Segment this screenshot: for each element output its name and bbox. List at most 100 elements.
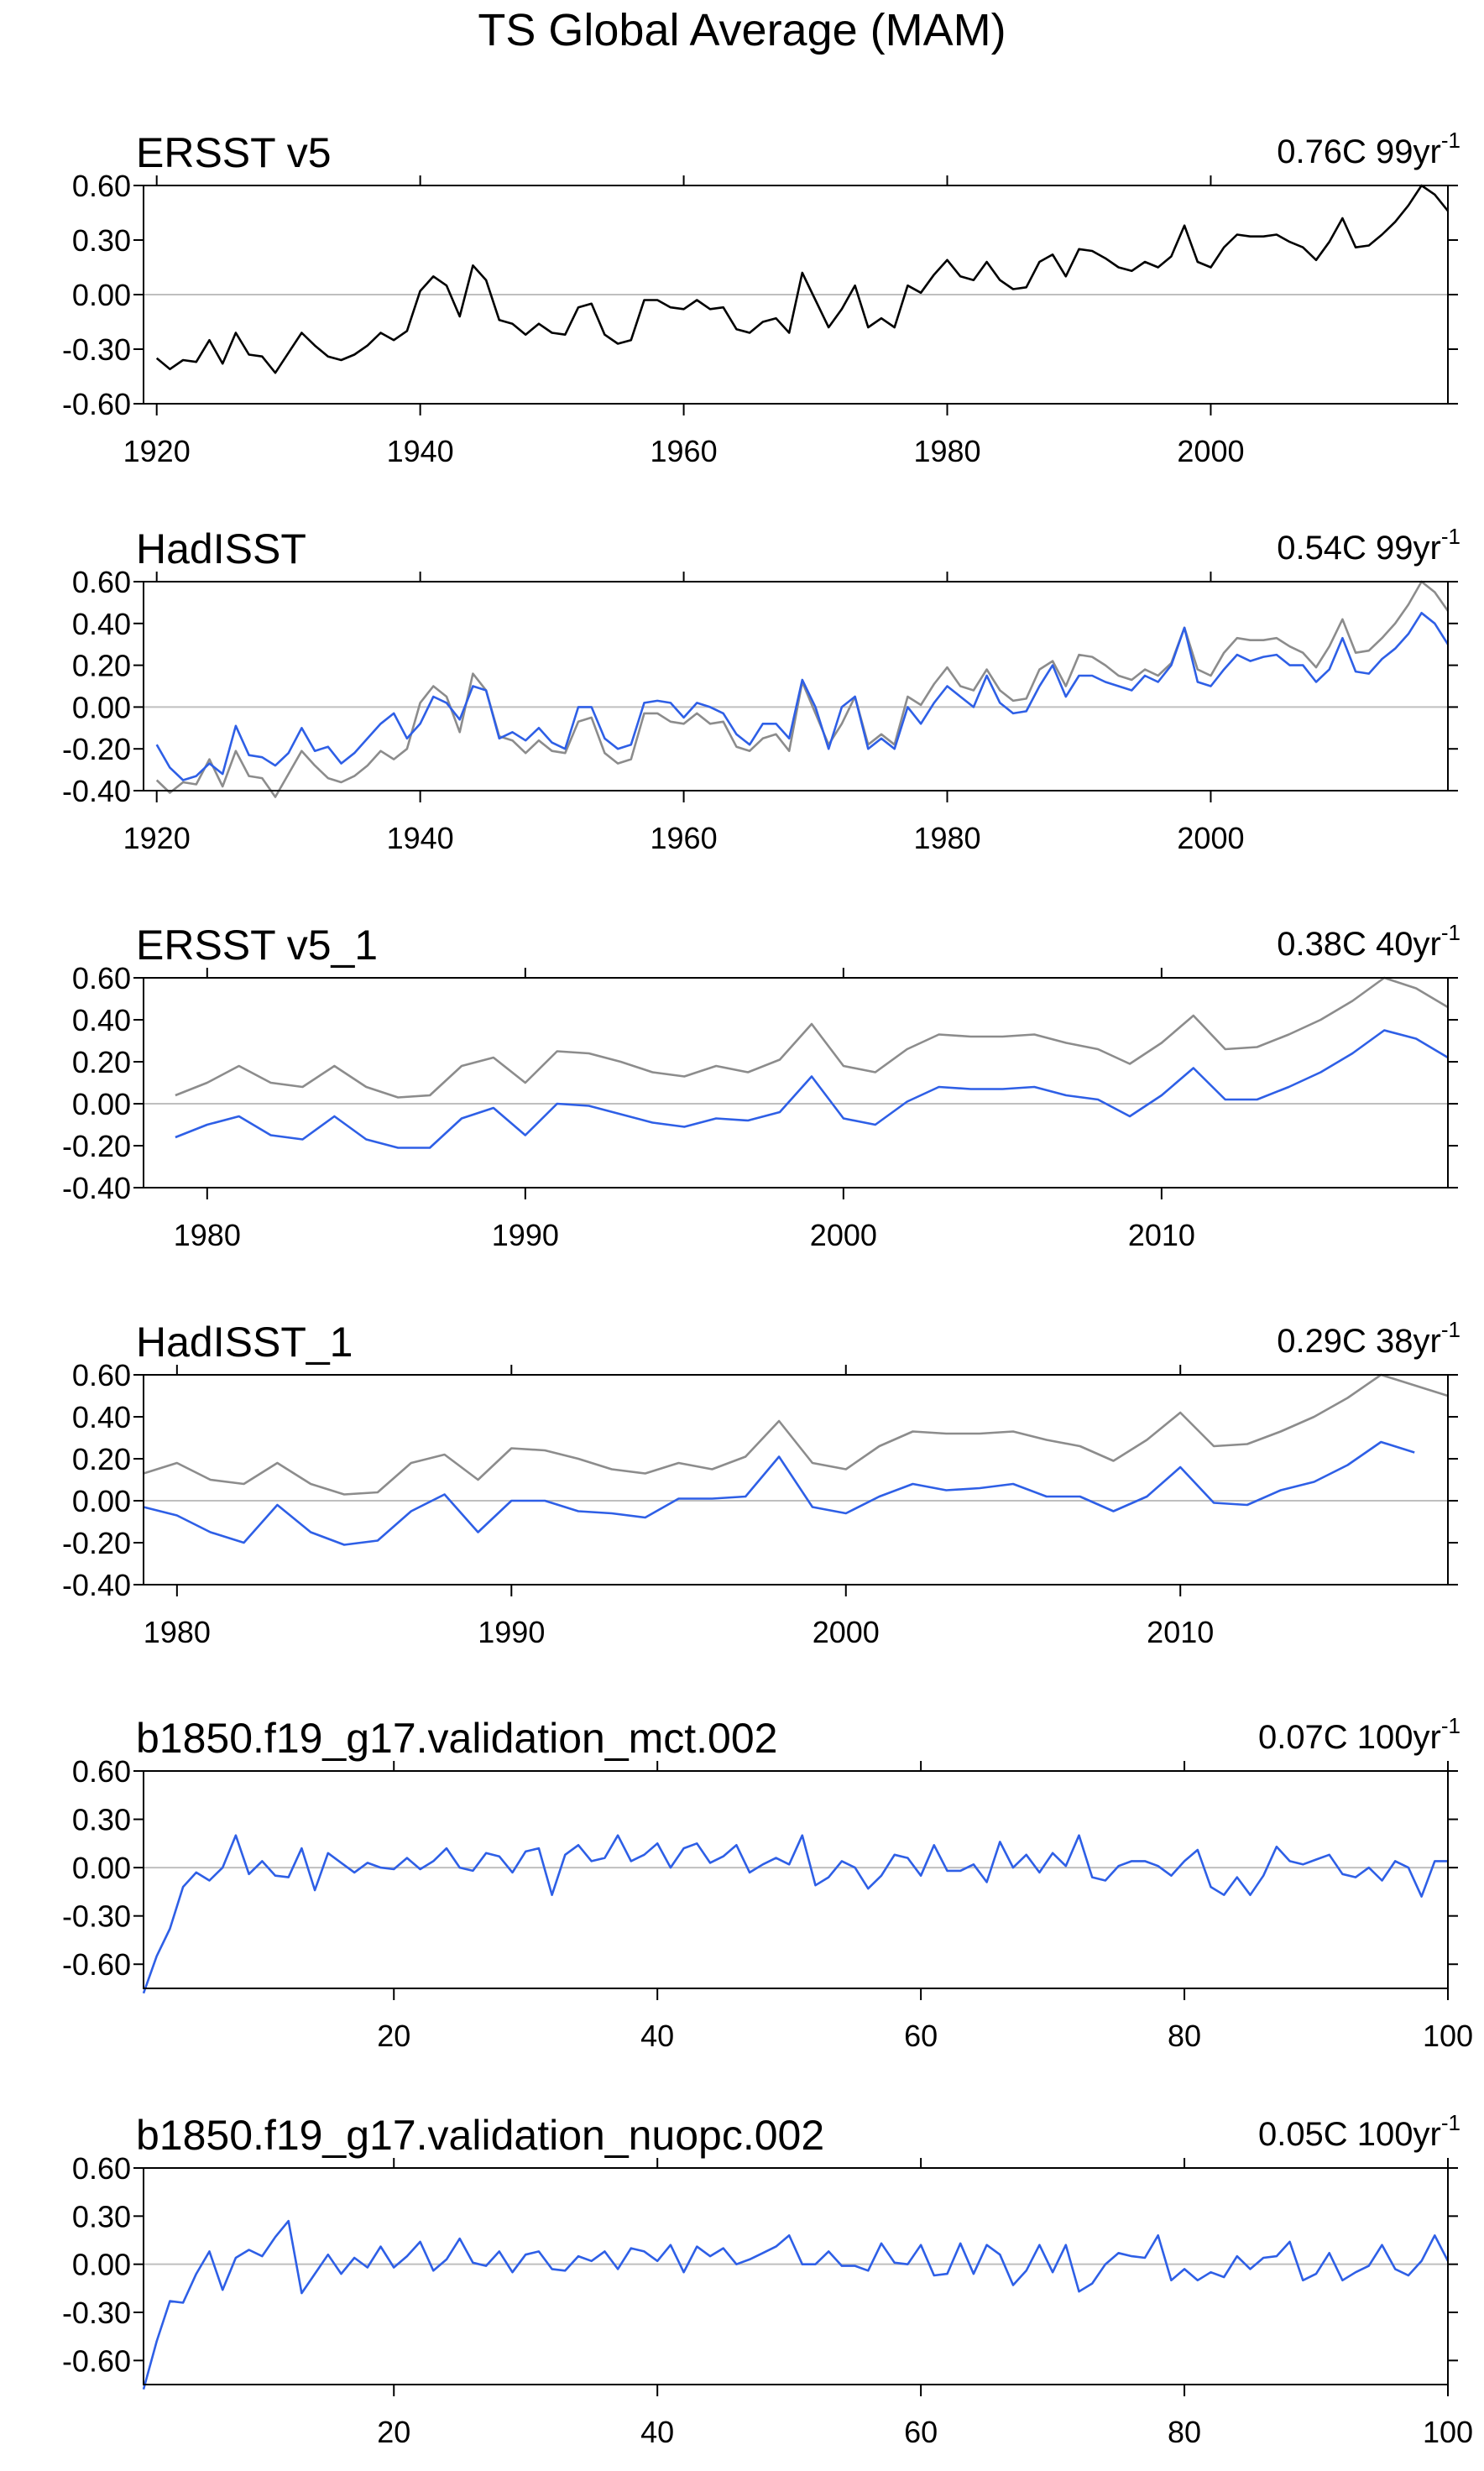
y-tick-label: 0.00 — [72, 1087, 131, 1121]
y-tick-label: -0.20 — [62, 1526, 131, 1560]
chart-title: ERSST v5_1 — [136, 922, 378, 969]
x-tick-label: 40 — [640, 2415, 674, 2449]
y-tick-label: 0.30 — [72, 223, 131, 258]
chart-panels: ERSST v5 0.76C 99yr-1-0.60-0.300.000.300.… — [62, 128, 1473, 2449]
trend-superscript: -1 — [1441, 1713, 1460, 1738]
x-tick-label: 2000 — [1177, 434, 1244, 468]
x-tick-label: 80 — [1168, 2415, 1201, 2449]
y-tick-label: 0.60 — [72, 961, 131, 995]
series-line — [155, 184, 1450, 374]
x-tick-label: 1980 — [913, 434, 980, 468]
x-tick-label: 80 — [1168, 2019, 1201, 2053]
x-tick-label: 2000 — [813, 1615, 880, 1649]
series-line — [175, 1029, 1449, 1149]
x-tick-label: 1960 — [651, 821, 718, 855]
trend-superscript: -1 — [1441, 128, 1460, 153]
y-tick-label: -0.30 — [62, 2296, 131, 2330]
trend-value: 0.38C 40yr — [1277, 926, 1441, 963]
series-line — [175, 976, 1449, 1099]
trend-value: 0.54C 99yr — [1277, 530, 1441, 567]
trend-value: 0.76C 99yr — [1277, 133, 1441, 170]
x-tick-label: 1990 — [478, 1615, 545, 1649]
plot-frame — [143, 977, 1449, 1188]
series-line — [142, 1834, 1448, 1994]
y-tick-label: -0.20 — [62, 732, 131, 766]
trend-label: 0.54C 99yr-1 — [1277, 524, 1460, 567]
series-line — [155, 580, 1450, 798]
plot-frame — [143, 2167, 1449, 2385]
trend-value: 0.05C 100yr — [1258, 2116, 1441, 2153]
trend-superscript: -1 — [1441, 1317, 1460, 1342]
x-tick-label: 60 — [904, 2415, 938, 2449]
y-tick-label: -0.40 — [62, 1568, 131, 1602]
y-tick-label: 0.30 — [72, 2199, 131, 2233]
x-tick-label: 2010 — [1128, 1218, 1195, 1252]
y-tick-label: 0.00 — [72, 690, 131, 724]
x-tick-label: 1960 — [651, 434, 718, 468]
trend-superscript: -1 — [1441, 524, 1460, 549]
y-tick-label: -0.30 — [62, 1899, 131, 1934]
y-tick-label: -0.60 — [62, 387, 131, 421]
y-tick-label: -0.40 — [62, 1171, 131, 1205]
y-tick-label: 0.00 — [72, 1484, 131, 1518]
x-tick-label: 40 — [640, 2019, 674, 2053]
x-tick-label: 2010 — [1147, 1615, 1214, 1649]
plot-frame — [143, 581, 1449, 791]
chart-title: b1850.f19_g17.validation_nuopc.002 — [136, 2112, 824, 2159]
y-tick-label: 0.40 — [72, 1003, 131, 1037]
chart-panel: ERSST v5_1 0.38C 40yr-1 -0.40 -0.20 0.00 0.20… — [62, 920, 1460, 1252]
y-tick-label: -0.60 — [62, 1947, 131, 1982]
y-tick-label: -0.40 — [62, 774, 131, 808]
chart-panel: b1850.f19_g17.validation_mct.002 0.07C 10… — [62, 1713, 1473, 2053]
chart-title: HadISST — [136, 525, 306, 572]
y-tick-label: 0.30 — [72, 1803, 131, 1837]
y-tick-label: 0.60 — [72, 1358, 131, 1392]
x-tick-label: 2000 — [1177, 821, 1244, 855]
trend-label: 0.05C 100yr-1 — [1258, 2110, 1460, 2153]
x-tick-label: 100 — [1423, 2019, 1473, 2053]
trend-superscript: -1 — [1441, 2110, 1460, 2135]
y-tick-label: 0.60 — [72, 1754, 131, 1789]
y-tick-label: -0.60 — [62, 2343, 131, 2378]
series-line — [143, 1440, 1415, 1546]
x-tick-label: 20 — [377, 2019, 410, 2053]
x-tick-label: 1920 — [123, 434, 191, 468]
series-line — [143, 1373, 1449, 1496]
plot-frame — [143, 1374, 1449, 1586]
y-tick-label: 0.60 — [72, 2151, 131, 2186]
chart-title: b1850.f19_g17.validation_mct.002 — [136, 1715, 777, 1762]
chart-panel: HadISST 0.54C 99yr-1 -0.40 -0.20 0.00 0.20 0.4… — [62, 524, 1460, 855]
y-tick-label: -0.30 — [62, 332, 131, 367]
y-tick-label: 0.20 — [72, 649, 131, 683]
y-tick-label: 0.40 — [72, 607, 131, 641]
chart-panel: HadISST_1 0.29C 38yr-1 -0.40 -0.20 0.00 0.20 0… — [62, 1317, 1460, 1649]
series-line — [142, 2219, 1450, 2390]
y-tick-label: -0.20 — [62, 1129, 131, 1163]
x-tick-label: 1980 — [913, 821, 980, 855]
trend-label: 0.38C 40yr-1 — [1277, 920, 1460, 963]
page-title: TS Global Average (MAM) — [478, 5, 1006, 55]
y-tick-label: 0.60 — [72, 565, 131, 599]
chart-panel: b1850.f19_g17.validation_nuopc.002 0.05C … — [62, 2110, 1473, 2449]
chart-panel: ERSST v5 0.76C 99yr-1 -0.60 -0.30 0.00 0.30 0.… — [62, 128, 1460, 468]
trend-value: 0.07C 100yr — [1258, 1719, 1441, 1756]
x-tick-label: 20 — [377, 2415, 410, 2449]
x-tick-label: 1980 — [174, 1218, 241, 1252]
chart-title: ERSST v5 — [136, 129, 332, 176]
x-tick-label: 1940 — [387, 821, 454, 855]
chart-title: HadISST_1 — [136, 1319, 353, 1366]
y-tick-label: 0.20 — [72, 1442, 131, 1476]
y-tick-label: 0.00 — [72, 2248, 131, 2282]
trend-label: 0.07C 100yr-1 — [1258, 1713, 1460, 1756]
trend-superscript: -1 — [1441, 920, 1460, 945]
x-tick-label: 1920 — [123, 821, 191, 855]
x-tick-label: 100 — [1423, 2415, 1473, 2449]
x-tick-label: 1980 — [144, 1615, 211, 1649]
trend-value: 0.29C 38yr — [1277, 1323, 1441, 1360]
trend-label: 0.29C 38yr-1 — [1277, 1317, 1460, 1360]
x-tick-label: 2000 — [810, 1218, 877, 1252]
y-tick-label: 0.40 — [72, 1400, 131, 1434]
x-tick-label: 1990 — [492, 1218, 559, 1252]
trend-label: 0.76C 99yr-1 — [1277, 128, 1460, 170]
